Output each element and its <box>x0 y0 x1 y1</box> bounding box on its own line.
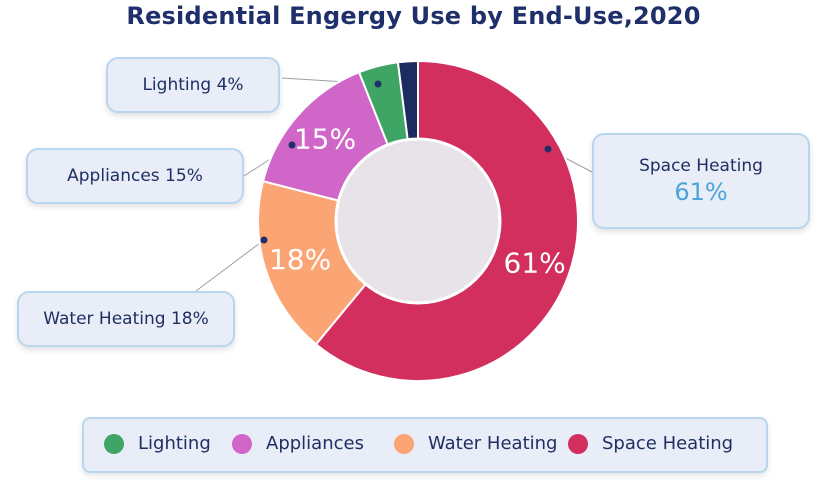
callout-space-heating-label: Space Heating <box>639 156 763 176</box>
legend-item-space-heating: Space Heating <box>568 433 733 454</box>
leader-dot-appliances <box>288 141 296 149</box>
legend-swatch-appliances <box>232 433 252 454</box>
slice-label-appliances: 15% <box>294 122 356 155</box>
chart-legend: Lighting Appliances Water Heating Space … <box>82 417 768 473</box>
legend-item-water-heating: Water Heating <box>394 433 557 454</box>
legend-swatch-water-heating <box>394 433 414 454</box>
callout-appliances-label: Appliances 15% <box>67 166 203 186</box>
slice-labels: 61% 18% 15% <box>269 122 566 279</box>
legend-item-appliances: Appliances <box>232 433 364 454</box>
legend-swatch-lighting <box>104 433 124 454</box>
donut-hole <box>334 137 502 305</box>
callout-water-heating: Water Heating 18% <box>17 291 235 347</box>
leader-dots <box>260 80 552 244</box>
callout-space-heating: Space Heating 61% <box>592 133 810 229</box>
callout-appliances: Appliances 15% <box>26 148 244 204</box>
slice-label-space-heating: 61% <box>504 247 566 280</box>
callout-lighting: Lighting 4% <box>106 57 280 113</box>
leader-dot-space-heating <box>544 145 552 153</box>
chart-title: Residential Engergy Use by End-Use,2020 <box>126 2 701 30</box>
callout-space-heating-value: 61% <box>674 178 728 206</box>
legend-item-lighting: Lighting <box>104 433 211 454</box>
callout-lighting-label: Lighting 4% <box>142 75 244 95</box>
slice-label-water-heating: 18% <box>269 243 331 276</box>
leader-line-water-heating <box>195 239 265 292</box>
legend-label-appliances: Appliances <box>266 433 364 454</box>
legend-label-space-heating: Space Heating <box>602 433 734 454</box>
legend-label-lighting: Lighting <box>138 433 211 454</box>
callout-water-heating-label: Water Heating 18% <box>43 309 209 329</box>
leader-dot-water-heating <box>260 236 268 244</box>
leader-dot-lighting <box>374 80 382 88</box>
legend-swatch-space-heating <box>568 433 588 454</box>
legend-label-water-heating: Water Heating <box>428 433 558 454</box>
